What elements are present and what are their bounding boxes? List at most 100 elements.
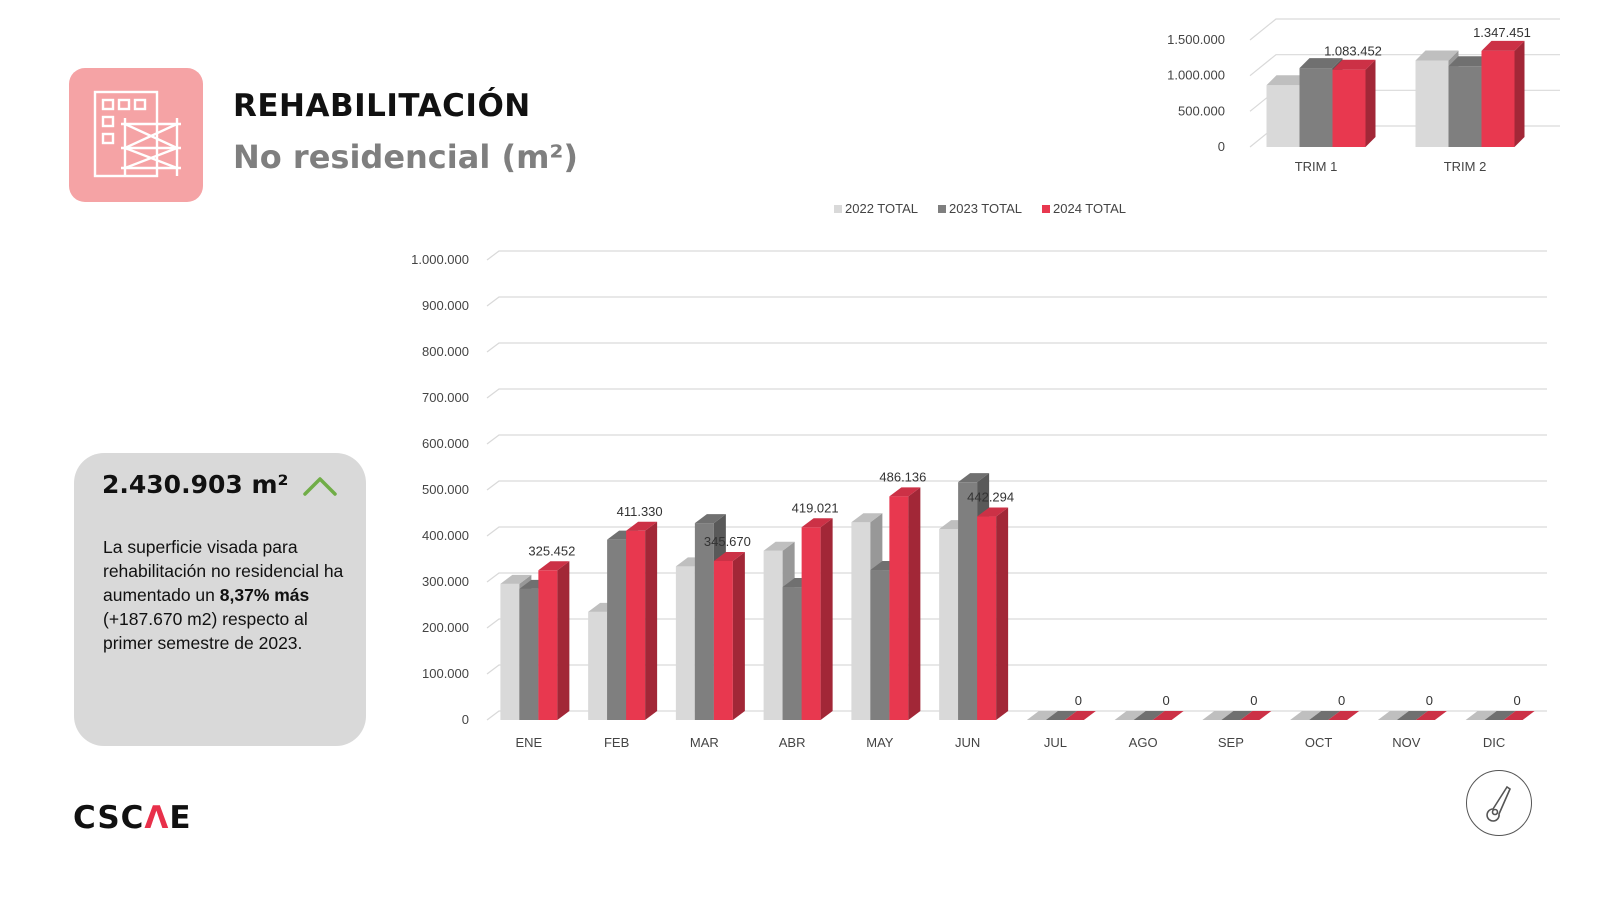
legend-swatch: [834, 205, 842, 213]
x-tick-label: MAR: [690, 735, 719, 750]
data-label: 442.294: [967, 490, 1014, 505]
gridline: [486, 710, 1547, 721]
bar: [1202, 711, 1234, 720]
x-tick-label: SEP: [1218, 735, 1244, 750]
y-tick-label: 100.000: [422, 666, 469, 681]
y-tick-label: 500.000: [1178, 103, 1225, 118]
y-tick-label: 200.000: [422, 620, 469, 635]
compass-icon: [1486, 785, 1512, 822]
bar: [1377, 711, 1409, 720]
x-tick-label: MAY: [866, 735, 894, 750]
gridline: [486, 250, 1547, 261]
y-tick-label: 400.000: [422, 528, 469, 543]
y-tick-label: 300.000: [422, 574, 469, 589]
gridline: [486, 388, 1547, 399]
y-tick-label: 0: [462, 712, 469, 727]
bar: [1396, 711, 1428, 720]
page-title: REHABILITACIÓN: [233, 88, 531, 124]
x-tick-label: DIC: [1483, 735, 1505, 750]
y-tick-label: 500.000: [422, 482, 469, 497]
bar: [1064, 711, 1096, 720]
bar: [977, 507, 1009, 720]
y-tick-label: 900.000: [422, 298, 469, 313]
y-tick-label: 800.000: [422, 344, 469, 359]
gridline: [486, 480, 1547, 491]
data-label: 325.452: [528, 543, 575, 558]
legend-label: 2022 TOTAL: [845, 201, 918, 216]
bar: [1328, 711, 1360, 720]
y-tick-label: 600.000: [422, 436, 469, 451]
bar: [1299, 58, 1343, 148]
gridline: [486, 342, 1547, 353]
quarterly-chart: 0 500.000 1.000.000 1.500.000 TRIM 1 1.083.45…: [1167, 18, 1560, 174]
data-label: 411.330: [617, 504, 663, 519]
gridline: [486, 664, 1547, 675]
x-tick-label: NOV: [1392, 735, 1421, 750]
bar: [1503, 711, 1535, 720]
bar: [1221, 711, 1253, 720]
legend-swatch: [1042, 205, 1050, 213]
building-scaffold-icon: [93, 90, 181, 178]
x-tick-label: JUL: [1044, 735, 1067, 750]
x-tick-label: FEB: [604, 735, 629, 750]
bar: [1133, 711, 1165, 720]
data-label: 1.083.452: [1324, 44, 1382, 59]
kpi-text-bold: 8,37% más: [219, 585, 310, 605]
bar: [1415, 711, 1447, 720]
brand-logo: CSC Λ E: [73, 800, 192, 836]
compass-button[interactable]: [1466, 770, 1532, 836]
y-tick-label: 1.500.000: [1167, 32, 1225, 47]
data-label: 0: [1338, 693, 1345, 708]
bar: [1026, 711, 1058, 720]
legend-label: 2023 TOTAL: [949, 201, 1022, 216]
chevron-up-icon: [303, 477, 337, 496]
bar: [1045, 711, 1077, 720]
x-tick-label: ABR: [779, 735, 806, 750]
bar: [626, 521, 658, 720]
kpi-description: La superficie visada para rehabilitación…: [103, 535, 353, 655]
gridline: [486, 434, 1547, 445]
y-tick-label: 1.000.000: [411, 252, 469, 267]
data-label: 0: [1250, 693, 1257, 708]
bar: [1114, 711, 1146, 720]
legend-swatch: [938, 205, 946, 213]
kpi-value: 2.430.903 m²: [102, 470, 289, 499]
header-icon-tile: [69, 68, 203, 202]
brand-accent: Λ: [144, 800, 170, 836]
bar: [538, 561, 570, 720]
kpi-text-part1: La superficie visada para rehabilitación…: [103, 537, 344, 605]
gridline: [486, 572, 1547, 583]
data-label: 1.347.451: [1473, 25, 1531, 40]
data-label: 486.136: [879, 469, 926, 484]
x-tick-label: TRIM 2: [1444, 159, 1487, 174]
bar: [801, 518, 833, 720]
bar: [1309, 711, 1341, 720]
page-subtitle: No residencial (m²): [233, 138, 579, 176]
bar: [1465, 711, 1497, 720]
gridline: [486, 296, 1547, 307]
brand-text-2: E: [169, 800, 192, 836]
gridline: [486, 526, 1547, 537]
brand-text-1: CSC: [73, 800, 145, 836]
x-tick-label: TRIM 1: [1295, 159, 1338, 174]
bar: [889, 487, 921, 720]
data-label: 0: [1426, 693, 1433, 708]
bar: [1332, 59, 1376, 147]
gridline: [486, 618, 1547, 629]
x-tick-label: ENE: [516, 735, 543, 750]
kpi-text-part2: (+187.670 m2) respecto al primer semestr…: [103, 609, 308, 653]
gridline: [1249, 54, 1560, 77]
data-label: 0: [1514, 693, 1521, 708]
kpi-card: 2.430.903 m² La superficie visada para r…: [74, 453, 366, 746]
bar: [1484, 711, 1516, 720]
legend-label: 2024 TOTAL: [1053, 201, 1126, 216]
bar: [1152, 711, 1184, 720]
y-tick-label: 0: [1218, 139, 1225, 154]
data-label: 0: [1075, 693, 1082, 708]
data-label: 419.021: [792, 500, 839, 515]
bar: [1290, 711, 1322, 720]
y-tick-label: 1.000.000: [1167, 68, 1225, 83]
x-tick-label: JUN: [955, 735, 980, 750]
y-tick-label: 700.000: [422, 390, 469, 405]
